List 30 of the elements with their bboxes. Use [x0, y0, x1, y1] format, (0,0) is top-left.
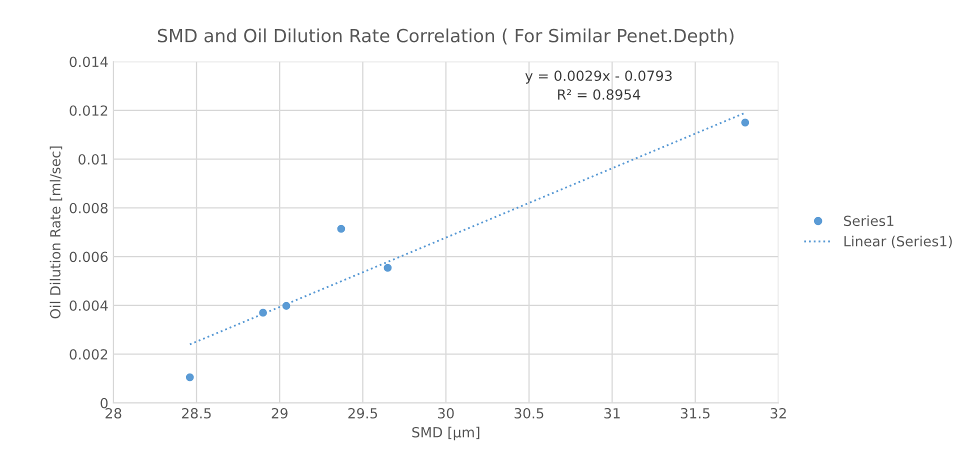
y-tick-label: 0: [100, 398, 108, 408]
x-tick-label: 30.5: [514, 408, 544, 419]
x-tick-label: 31.5: [680, 408, 710, 419]
legend-label: Series1: [844, 215, 894, 226]
annotation: R² = 0.8954: [558, 89, 640, 100]
point: [259, 308, 267, 317]
point: [186, 373, 194, 382]
x-tick-label: 32: [770, 408, 786, 419]
point: [384, 264, 392, 272]
point: [337, 224, 346, 233]
y-axis-title: Oil Dilution Rate [ml/sec]: [50, 146, 62, 318]
y-tick-label: 0.002: [70, 349, 108, 360]
y-tick-label: 0.014: [70, 56, 108, 68]
point: [282, 302, 290, 310]
y-tick-label: 0.008: [70, 202, 108, 214]
x-tick-label: 28: [106, 408, 122, 419]
point: [741, 118, 750, 127]
x-tick-label: 29.5: [348, 408, 378, 419]
y-tick-label: 0.012: [70, 105, 108, 116]
x-tick-label: 31: [604, 408, 620, 419]
x-tick-label: 29: [272, 408, 288, 419]
chart-title: SMD and Oil Dilution Rate Correlation ( For Similar Penet.Depth): [158, 28, 734, 46]
y-tick-label: 0.004: [70, 300, 108, 311]
annotation: y = 0.0029x - 0.0793: [525, 70, 672, 84]
y-tick-label: 0.006: [70, 252, 108, 262]
y-tick-label: 0.01: [78, 154, 108, 165]
x-axis-title: SMD [µm]: [412, 426, 480, 440]
legend-label: Linear (Series1): [844, 236, 952, 248]
x-tick-label: 30: [438, 408, 454, 419]
x-tick-label: 28.5: [182, 408, 211, 419]
